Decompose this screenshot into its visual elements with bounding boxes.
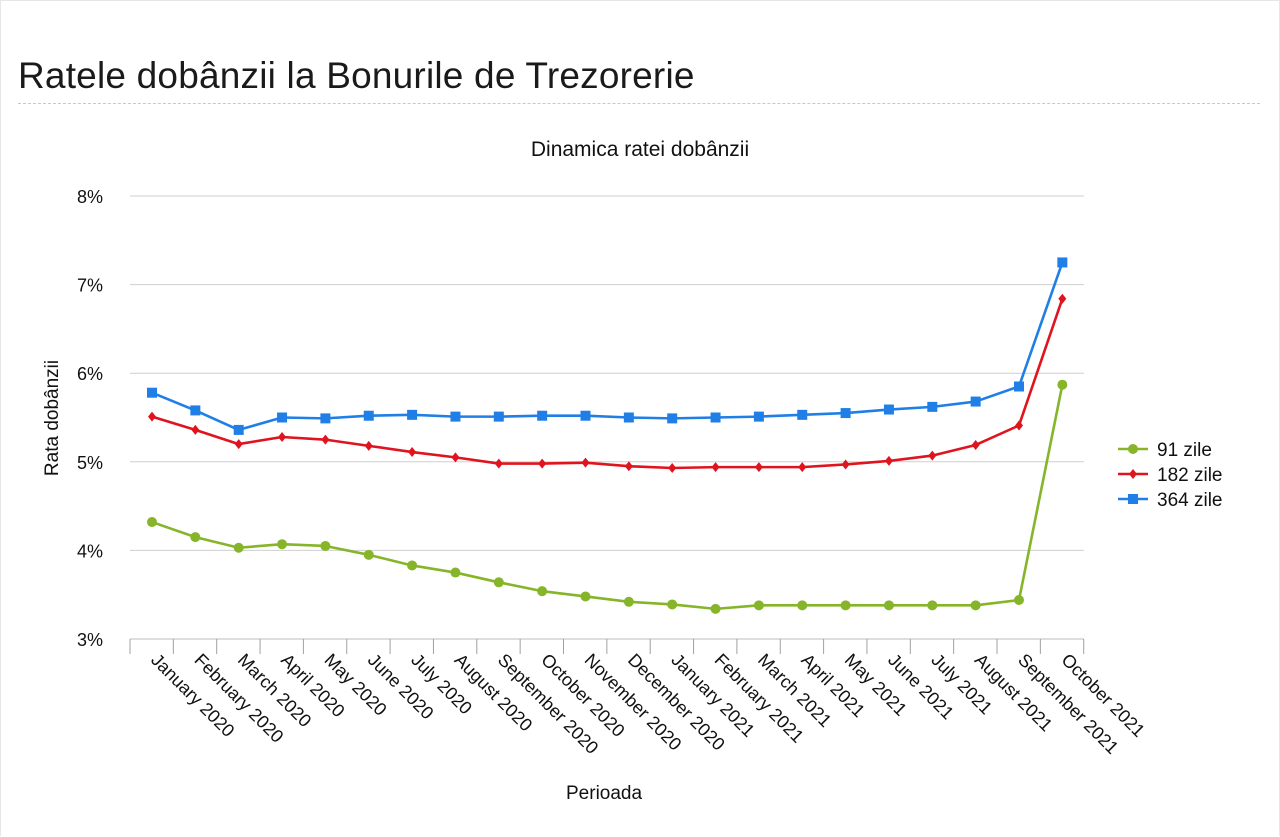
- legend-item: 364 zile: [1118, 490, 1223, 511]
- data-point: [970, 396, 981, 407]
- data-point: [623, 596, 634, 607]
- data-point: [884, 455, 893, 466]
- title-divider: [18, 103, 1260, 104]
- y-tick-label: 6%: [77, 364, 103, 384]
- data-point: [883, 600, 894, 611]
- series-line: [151, 262, 1064, 432]
- chart-title: Dinamica ratei dobânzii: [531, 138, 749, 161]
- data-point: [1014, 381, 1024, 392]
- data-point: [580, 410, 591, 421]
- data-point: [753, 411, 764, 422]
- legend-label: 364 zile: [1157, 490, 1223, 511]
- data-point: [190, 405, 201, 416]
- data-point: [840, 600, 851, 611]
- data-point: [798, 462, 807, 473]
- data-point: [927, 401, 938, 412]
- x-axis-label: Perioada: [566, 783, 642, 804]
- data-point: [970, 600, 981, 611]
- data-point: [407, 560, 418, 571]
- data-point: [841, 459, 850, 470]
- data-point: [928, 450, 937, 461]
- data-point: [667, 413, 678, 424]
- data-point: [538, 458, 547, 469]
- data-point: [190, 532, 201, 543]
- data-point: [364, 440, 373, 451]
- legend: 91 zile 182 zile 364 zile: [1118, 440, 1223, 511]
- series-line: [151, 298, 1064, 470]
- data-point: [710, 603, 721, 614]
- legend-marker: [1128, 494, 1138, 504]
- data-point: [537, 410, 548, 421]
- data-point: [623, 412, 634, 423]
- data-point: [1015, 420, 1023, 431]
- data-point: [321, 434, 330, 445]
- data-point: [710, 412, 721, 423]
- series-364-zile: [147, 257, 1068, 435]
- y-axis-tick-labels: 3% 4% 5% 6% 7% 8%: [77, 187, 103, 650]
- data-point: [147, 517, 157, 528]
- data-point: [754, 462, 763, 473]
- data-point: [233, 424, 244, 435]
- data-point: [147, 387, 157, 398]
- data-point: [493, 411, 504, 422]
- data-point: [363, 549, 374, 560]
- data-point: [450, 411, 461, 422]
- legend-label: 91 zile: [1157, 440, 1212, 461]
- data-point: [667, 599, 678, 610]
- data-point: [971, 439, 980, 450]
- data-point: [494, 458, 503, 469]
- data-point: [797, 600, 808, 611]
- data-point: [493, 577, 504, 588]
- y-tick-label: 4%: [77, 541, 103, 561]
- data-point: [1014, 595, 1024, 606]
- data-point: [233, 542, 244, 553]
- data-point: [581, 457, 590, 468]
- data-point: [883, 404, 894, 415]
- article-text-cutoff: ​: [18, 826, 1048, 837]
- data-point: [624, 461, 633, 472]
- data-point: [668, 463, 677, 474]
- data-point: [1058, 293, 1067, 304]
- page-title: Ratele dobânzii la Bonurile de Trezoreri…: [18, 54, 695, 96]
- data-point: [451, 452, 460, 463]
- y-tick-label: 3%: [77, 630, 103, 650]
- data-point: [148, 411, 156, 422]
- legend-item: 182 zile: [1118, 465, 1223, 486]
- data-point: [537, 586, 548, 597]
- data-point: [1057, 257, 1068, 268]
- legend-item: 91 zile: [1118, 440, 1212, 461]
- y-tick-label: 5%: [77, 453, 103, 473]
- data-point: [407, 409, 418, 420]
- y-axis-label: Rata dobânzii: [42, 360, 63, 476]
- grid-lines: [130, 195, 1084, 640]
- data-point: [363, 410, 374, 421]
- data-point: [320, 413, 331, 424]
- data-point: [191, 424, 200, 435]
- legend-marker: [1129, 469, 1137, 479]
- data-point: [580, 591, 591, 602]
- data-point: [797, 409, 808, 420]
- data-point: [711, 462, 720, 473]
- data-point: [278, 431, 287, 442]
- legend-marker: [1128, 444, 1138, 454]
- data-point: [320, 540, 331, 551]
- series-layer: [147, 257, 1068, 614]
- legend-label: 182 zile: [1157, 465, 1223, 486]
- data-point: [408, 447, 417, 458]
- data-point: [1057, 379, 1068, 390]
- data-point: [277, 539, 288, 550]
- y-tick-label: 8%: [77, 187, 103, 207]
- y-tick-label: 7%: [77, 276, 103, 296]
- data-point: [753, 600, 764, 611]
- data-point: [840, 408, 851, 419]
- series-91-zile: [147, 379, 1068, 614]
- series-line: [151, 384, 1064, 611]
- data-point: [234, 439, 243, 450]
- data-point: [450, 567, 461, 578]
- data-point: [927, 600, 938, 611]
- series-182-zile: [148, 293, 1067, 474]
- data-point: [277, 412, 288, 423]
